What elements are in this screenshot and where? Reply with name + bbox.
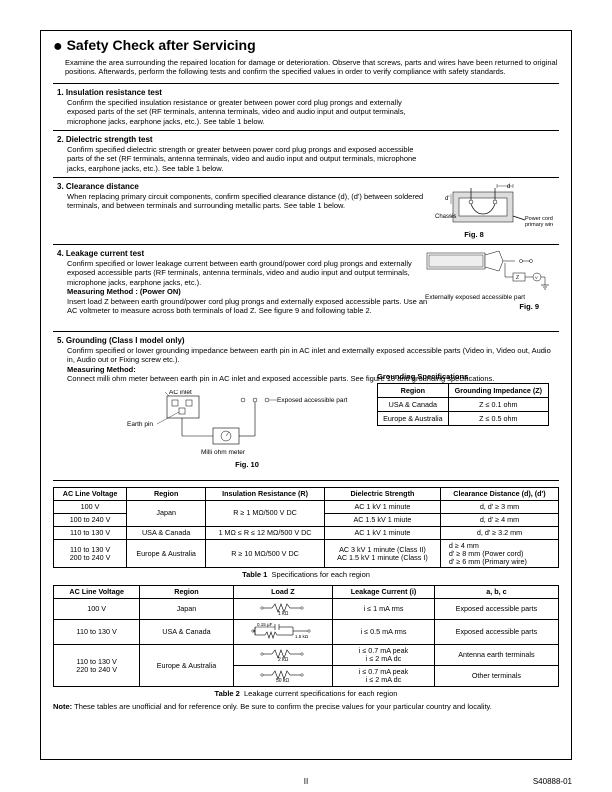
svg-text:1 kΩ: 1 kΩ [278, 611, 289, 615]
svg-text:50 kΩ: 50 kΩ [276, 678, 289, 682]
svg-text:AC inlet: AC inlet [169, 390, 192, 396]
grounding-specs-table: Grounding Specifications RegionGrounding… [377, 372, 549, 426]
section-insulation: 1. Insulation resistance test Confirm th… [53, 83, 559, 130]
table-2-caption: Table 2 Leakage current specifications f… [53, 689, 559, 698]
document-code: S40888-01 [533, 777, 572, 786]
section-clearance: 3. Clearance distance When replacing pri… [53, 177, 559, 244]
svg-text:0.15 µF: 0.15 µF [257, 622, 273, 627]
section-grounding: 5. Grounding (Class I model only) Confir… [53, 331, 559, 481]
section-leakage: 4. Leakage current test Confirm specifie… [53, 244, 559, 331]
svg-text:Exposed accessible part: Exposed accessible part [277, 397, 348, 404]
svg-text:Milli ohm meter: Milli ohm meter [201, 449, 246, 456]
page-number: II [304, 777, 308, 786]
svg-text:Earth pin: Earth pin [127, 421, 153, 428]
svg-text:V: V [535, 275, 538, 280]
svg-text:Chassis: Chassis [435, 214, 456, 220]
figure-9: Z V Externally exposed accessible part F… [425, 249, 553, 311]
svg-text:d': d' [445, 196, 449, 202]
table-1-caption: Table 1 Table 1 Specifications for each … [53, 570, 559, 579]
figure-10: AC inlet Exposed accessible part Earth p… [117, 390, 377, 469]
figure-8: Chassis d d' Power cord, primary wire Fi… [425, 180, 553, 239]
table-2: AC Line Voltage Region Load Z Leakage Cu… [53, 585, 559, 687]
svg-text:Z: Z [516, 275, 519, 281]
note-text: Note: Note: These tables are unofficial … [53, 702, 559, 711]
svg-text:1.5 kΩ: 1.5 kΩ [295, 634, 309, 639]
svg-text:2 kΩ: 2 kΩ [278, 657, 289, 661]
table-1: AC Line Voltage Region Insulation Resist… [53, 487, 559, 568]
page-title: ● Safety Check after Servicing [53, 37, 559, 56]
section-dielectric: 2. Dielectric strength test Confirm spec… [53, 130, 559, 177]
svg-text:d: d [507, 184, 510, 190]
svg-text:primary wire: primary wire [525, 222, 553, 228]
intro-text: Examine the area surrounding the repaire… [65, 58, 559, 77]
